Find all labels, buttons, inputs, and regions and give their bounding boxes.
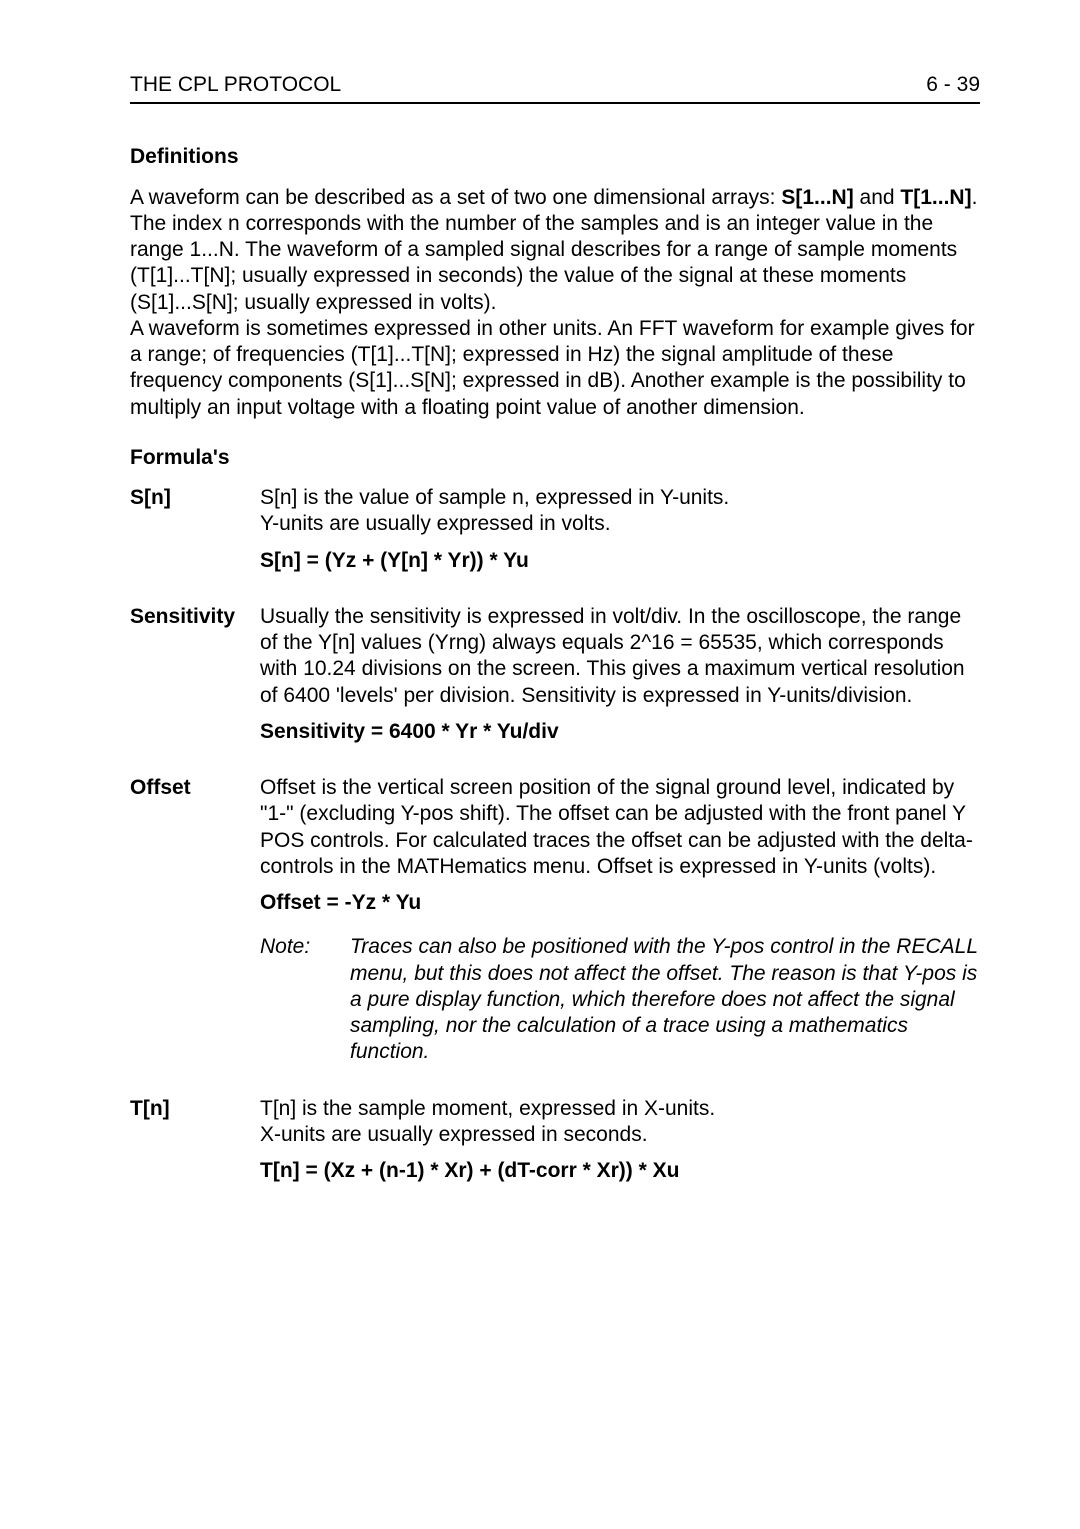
term-tn: T[n] <box>130 1096 260 1203</box>
offset-formula: Offset = -Yz * Yu <box>260 890 980 916</box>
def-text-2: and <box>854 186 901 209</box>
offset-desc: Offset is the vertical screen position o… <box>260 775 980 880</box>
def-text-1: A waveform can be described as a set of … <box>130 186 781 209</box>
def-bold-2: T[1...N] <box>900 186 971 209</box>
def-sensitivity: Sensitivity Usually the sensitivity is e… <box>130 604 980 763</box>
def-text-4: A waveform is sometimes expressed in oth… <box>130 317 975 419</box>
note-label: Note: <box>260 934 350 1065</box>
definitions-paragraph: A waveform can be described as a set of … <box>130 185 980 421</box>
tn-formula: T[n] = (Xz + (n-1) * Xr) + (dT-corr * Xr… <box>260 1158 980 1184</box>
term-sensitivity: Sensitivity <box>130 604 260 763</box>
def-sn: S[n] S[n] is the value of sample n, expr… <box>130 485 980 592</box>
note-body: Traces can also be positioned with the Y… <box>350 934 980 1065</box>
def-bold-1: S[1...N] <box>781 186 853 209</box>
definitions-heading: Definitions <box>130 144 980 170</box>
term-offset: Offset <box>130 775 260 1084</box>
body-sn: S[n] is the value of sample n, expressed… <box>260 485 980 592</box>
tn-desc2: X-units are usually expressed in seconds… <box>260 1122 980 1148</box>
sn-formula: S[n] = (Yz + (Y[n] * Yr)) * Yu <box>260 548 980 574</box>
formulas-heading: Formula's <box>130 445 980 471</box>
term-sn: S[n] <box>130 485 260 592</box>
header-page-number: 6 - 39 <box>926 72 980 98</box>
sensitivity-formula: Sensitivity = 6400 * Yr * Yu/div <box>260 719 980 745</box>
body-offset: Offset is the vertical screen position o… <box>260 775 980 1084</box>
body-tn: T[n] is the sample moment, expressed in … <box>260 1096 980 1203</box>
header-title: THE CPL PROTOCOL <box>130 72 341 98</box>
def-offset: Offset Offset is the vertical screen pos… <box>130 775 980 1084</box>
tn-desc1: T[n] is the sample moment, expressed in … <box>260 1096 980 1122</box>
sn-desc2: Y-units are usually expressed in volts. <box>260 511 980 537</box>
body-sensitivity: Usually the sensitivity is expressed in … <box>260 604 980 763</box>
sensitivity-desc: Usually the sensitivity is expressed in … <box>260 604 980 709</box>
offset-note: Note: Traces can also be positioned with… <box>260 934 980 1065</box>
def-tn: T[n] T[n] is the sample moment, expresse… <box>130 1096 980 1203</box>
sn-desc1: S[n] is the value of sample n, expressed… <box>260 485 980 511</box>
page-header: THE CPL PROTOCOL 6 - 39 <box>130 72 980 104</box>
